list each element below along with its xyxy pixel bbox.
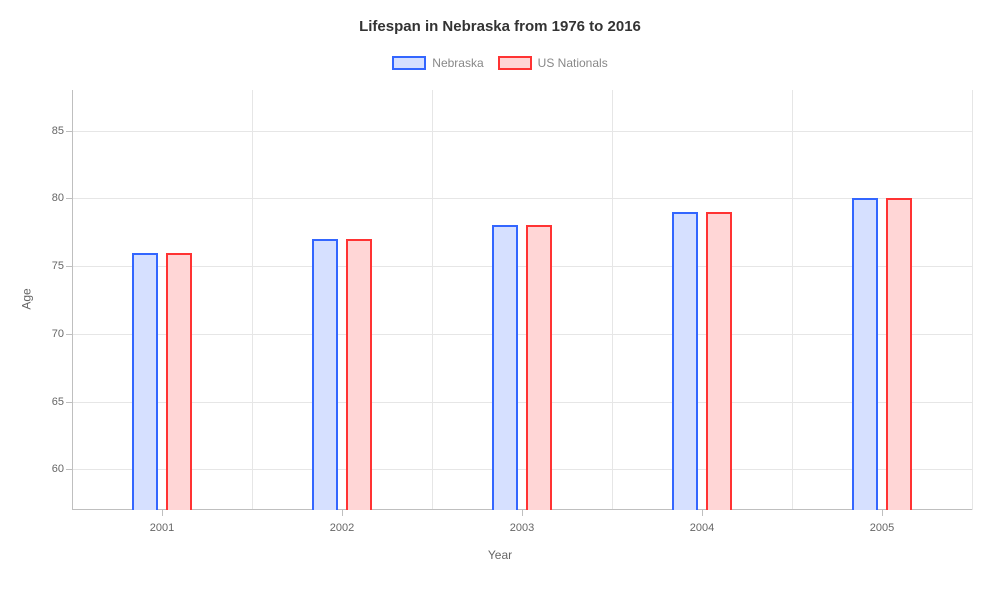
x-tick-mark (702, 510, 703, 516)
bar-us-nationals-2001 (166, 253, 192, 510)
x-tick-mark (882, 510, 883, 516)
bar-us-nationals-2004 (706, 212, 732, 510)
x-tick-mark (162, 510, 163, 516)
gridline-v (612, 90, 613, 510)
x-tick-label: 2001 (150, 522, 174, 534)
y-tick-label: 60 (36, 463, 64, 475)
bar-us-nationals-2005 (886, 198, 912, 510)
bar-nebraska-2004 (672, 212, 698, 510)
x-axis-label: Year (0, 548, 1000, 562)
y-axis-line (72, 90, 73, 510)
bar-nebraska-2003 (492, 225, 518, 510)
x-tick-label: 2005 (870, 522, 894, 534)
gridline-v (792, 90, 793, 510)
bar-us-nationals-2002 (346, 239, 372, 510)
y-axis-label: Age (20, 288, 34, 309)
x-tick-mark (342, 510, 343, 516)
legend-item-us-nationals: US Nationals (498, 56, 608, 70)
gridline-h (72, 131, 972, 132)
x-tick-label: 2002 (330, 522, 354, 534)
gridline-h (72, 198, 972, 199)
gridline-h (72, 266, 972, 267)
chart-container: Lifespan in Nebraska from 1976 to 2016 N… (0, 0, 1000, 600)
gridline-v (432, 90, 433, 510)
x-tick-mark (522, 510, 523, 516)
gridline-v (252, 90, 253, 510)
bar-nebraska-2002 (312, 239, 338, 510)
gridline-v (972, 90, 973, 510)
chart-title: Lifespan in Nebraska from 1976 to 2016 (0, 18, 1000, 35)
bar-nebraska-2001 (132, 253, 158, 510)
x-tick-label: 2004 (690, 522, 714, 534)
legend-label-us-nationals: US Nationals (538, 56, 608, 70)
legend: Nebraska US Nationals (0, 56, 1000, 70)
plot-area: 60657075808520012002200320042005 (72, 90, 972, 510)
y-tick-label: 80 (36, 192, 64, 204)
y-tick-label: 70 (36, 328, 64, 340)
legend-label-nebraska: Nebraska (432, 56, 483, 70)
y-tick-label: 85 (36, 125, 64, 137)
gridline-h (72, 334, 972, 335)
y-tick-label: 65 (36, 396, 64, 408)
bar-us-nationals-2003 (526, 225, 552, 510)
x-tick-label: 2003 (510, 522, 534, 534)
legend-swatch-nebraska (392, 56, 426, 70)
bar-nebraska-2005 (852, 198, 878, 510)
gridline-h (72, 469, 972, 470)
gridline-h (72, 402, 972, 403)
y-tick-label: 75 (36, 260, 64, 272)
legend-swatch-us-nationals (498, 56, 532, 70)
legend-item-nebraska: Nebraska (392, 56, 483, 70)
